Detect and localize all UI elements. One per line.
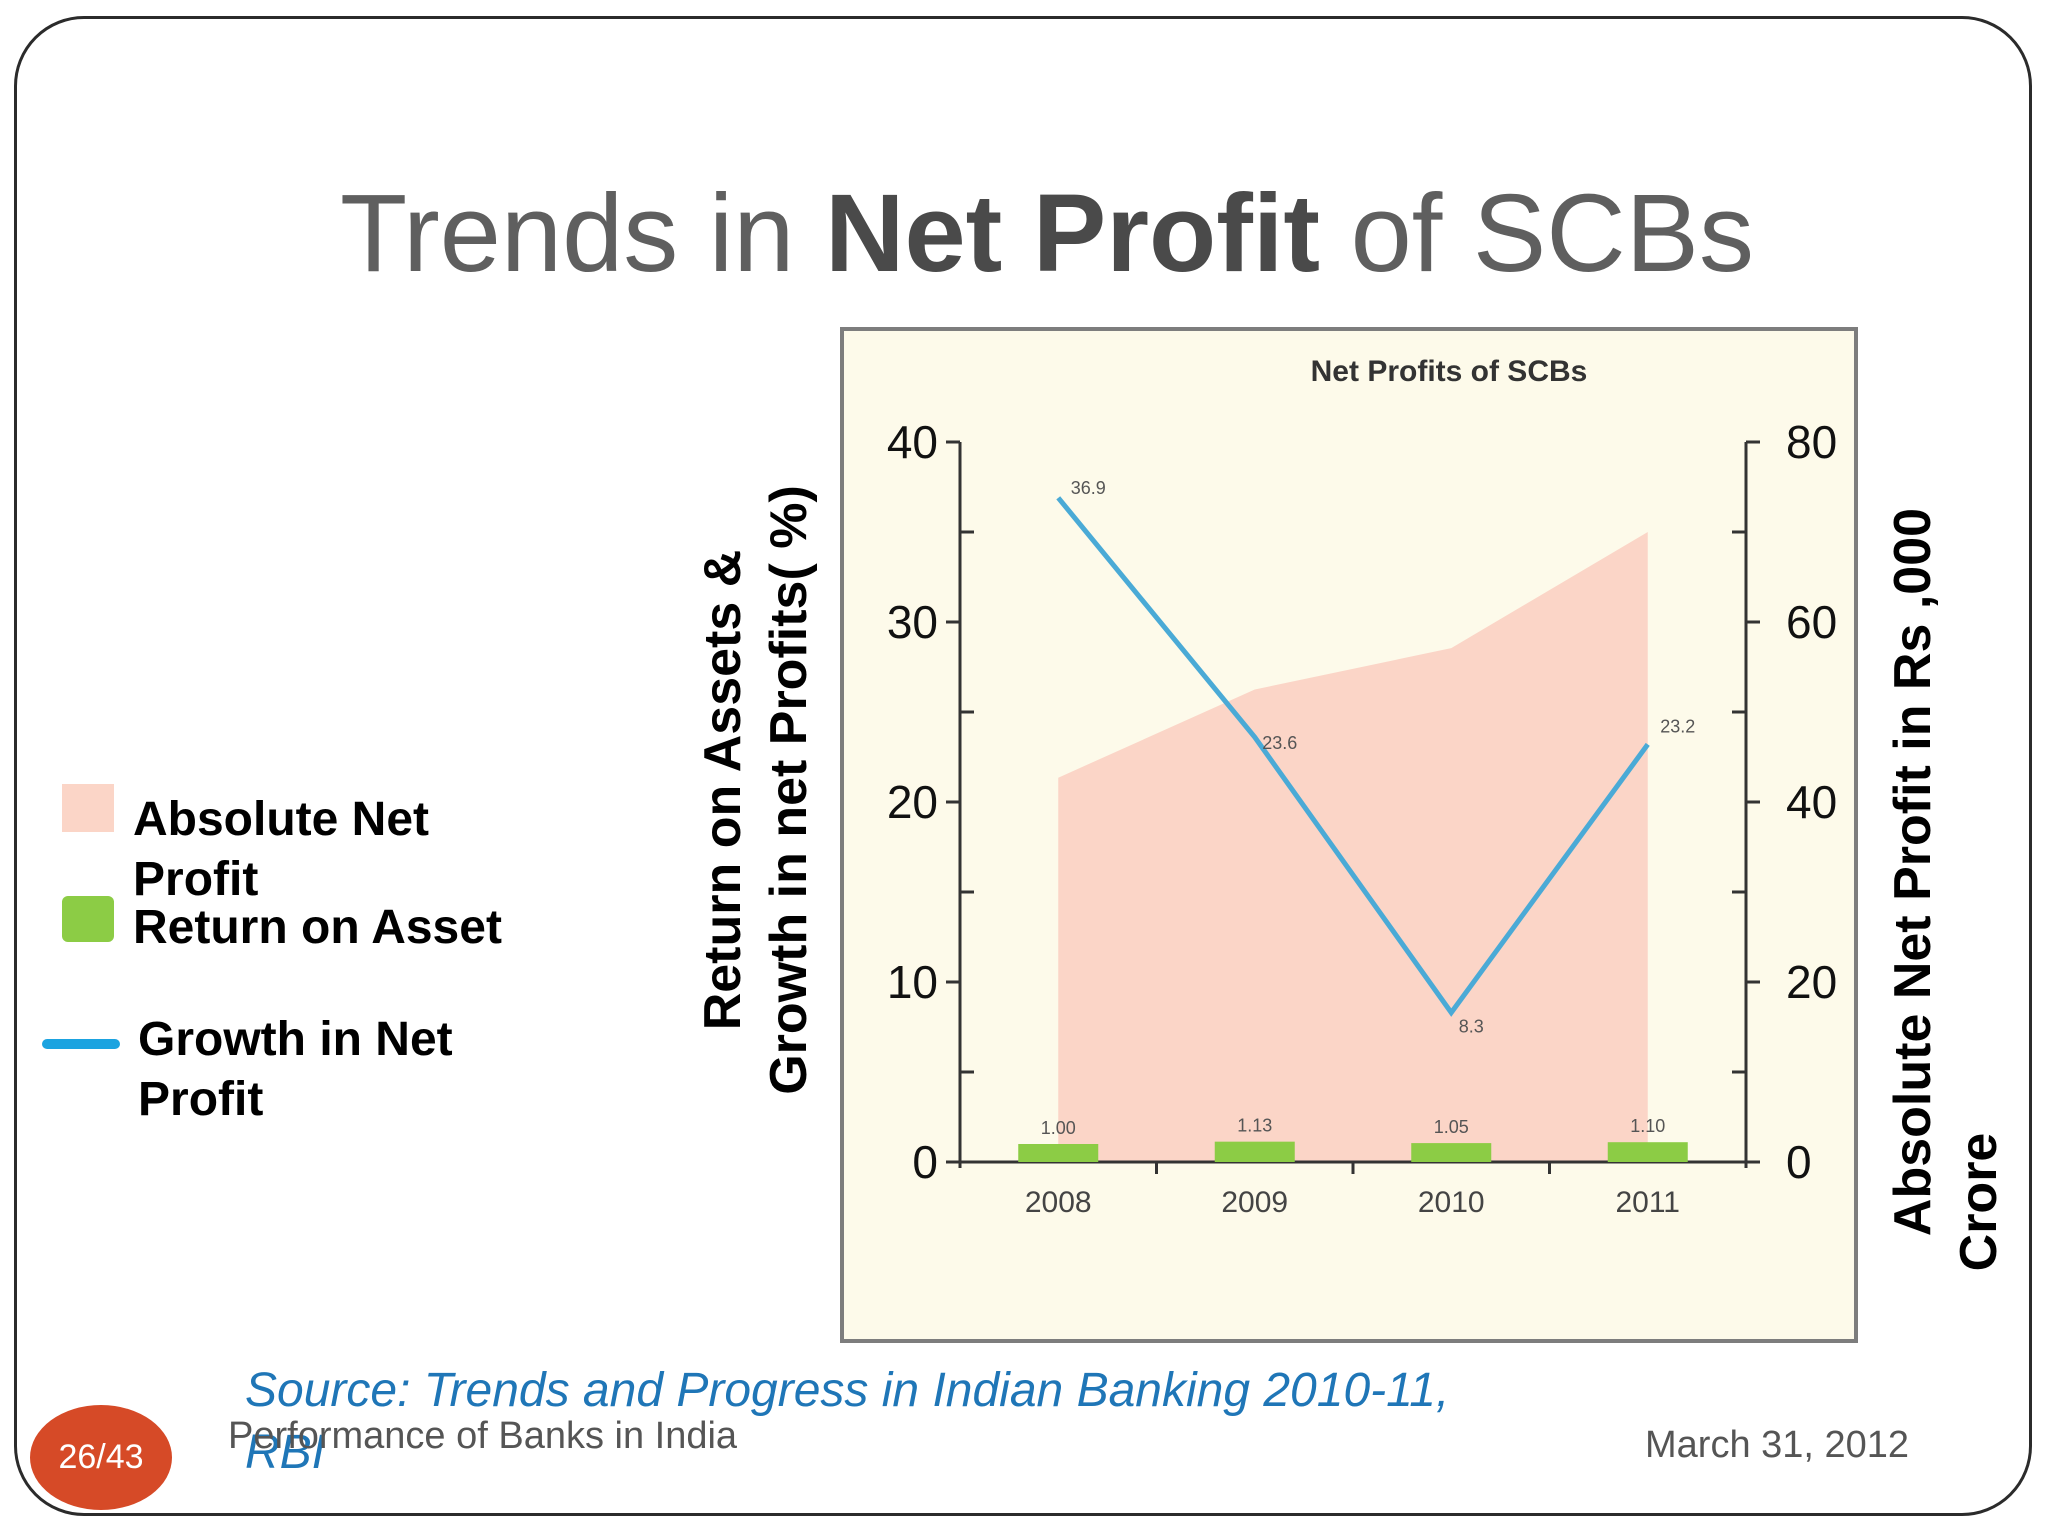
title-bold: Net Profit — [825, 172, 1321, 295]
slide-title: Trends in Net Profit of SCBs — [340, 170, 1860, 297]
return-on-asset-data-label: 1.13 — [1237, 1116, 1272, 1136]
legend-roa-line1: Return on Asset — [133, 901, 502, 954]
title-suffix: of SCBs — [1320, 172, 1755, 295]
return-on-asset-swatch — [62, 896, 114, 942]
x-axis-category-label: 2010 — [1418, 1186, 1485, 1219]
return-on-asset-bar — [1018, 1144, 1099, 1162]
right-axis-tick-label: 0 — [1786, 1136, 1812, 1188]
left-axis-tick-label: 20 — [887, 776, 938, 828]
legend-absolute-line2: Profit — [133, 853, 259, 906]
x-axis-category-label: 2008 — [1025, 1186, 1092, 1219]
left-axis-tick-label: 30 — [887, 596, 938, 648]
left-axis-title-line2: Growth in net Profits( %) — [760, 485, 818, 1095]
right-axis-tick-label: 60 — [1786, 596, 1837, 648]
source-citation: Source: Trends and Progress in Indian Ba… — [245, 1364, 1450, 1479]
legend-growth-line2: Profit — [138, 1073, 264, 1126]
plot-area: 0 10 20 30 40 0 20 40 60 80 2008 2009 2010 2011 1.00 1.… — [887, 416, 1837, 1219]
right-axis-tick-label: 40 — [1786, 776, 1837, 828]
right-axis-tick-label: 80 — [1786, 416, 1837, 468]
growth-data-label: 8.3 — [1459, 1017, 1484, 1037]
growth-line-swatch — [42, 1039, 120, 1049]
growth-data-label: 23.6 — [1262, 733, 1297, 753]
absolute-net-profit-swatch — [62, 784, 114, 832]
x-axis-category-label: 2011 — [1615, 1186, 1680, 1219]
legend-label-absolute-net-profit: Absolute Net Profit — [133, 790, 429, 910]
right-axis-title-line1: Absolute Net Profit in Rs ,000 — [1884, 508, 1942, 1236]
legend-growth-line1: Growth in Net — [138, 1013, 453, 1066]
return-on-asset-data-label: 1.00 — [1041, 1118, 1076, 1138]
left-axis-tick-label: 0 — [912, 1136, 938, 1188]
chart-title: Net Profits of SCBs — [1311, 355, 1588, 388]
return-on-asset-bar — [1214, 1141, 1295, 1162]
legend: Absolute Net Profit Return on Asset Grow… — [40, 780, 600, 1140]
growth-in-net-profit-line — [1056, 496, 1650, 1017]
growth-data-label: 36.9 — [1071, 478, 1106, 498]
left-axis-tick-label: 10 — [887, 956, 938, 1008]
return-on-asset-bar — [1607, 1142, 1688, 1162]
x-axis-category-label: 2009 — [1221, 1186, 1288, 1219]
right-axis-tick-label: 20 — [1786, 956, 1837, 1008]
left-axis-title-line1: Return on Assets & — [694, 550, 752, 1031]
right-axis-title-line2: Crore — [1950, 1133, 2008, 1272]
legend-label-return-on-asset: Return on Asset — [133, 898, 502, 958]
return-on-asset-data-label: 1.05 — [1434, 1117, 1469, 1137]
absolute-net-profit-area — [1058, 532, 1648, 1162]
legend-label-growth: Growth in Net Profit — [138, 1010, 453, 1130]
footer-presentation-title: Performance of Banks in India — [228, 1415, 738, 1457]
page-badge: 26/43 — [30, 1405, 172, 1510]
legend-absolute-line1: Absolute Net — [133, 793, 430, 846]
return-on-asset-data-label: 1.10 — [1630, 1116, 1665, 1136]
left-axis-tick-label: 40 — [887, 416, 938, 468]
footer-date: March 31, 2012 — [1645, 1424, 1910, 1466]
title-prefix: Trends in — [340, 172, 826, 295]
growth-data-label: 23.2 — [1660, 716, 1695, 736]
return-on-asset-bar — [1411, 1143, 1492, 1162]
